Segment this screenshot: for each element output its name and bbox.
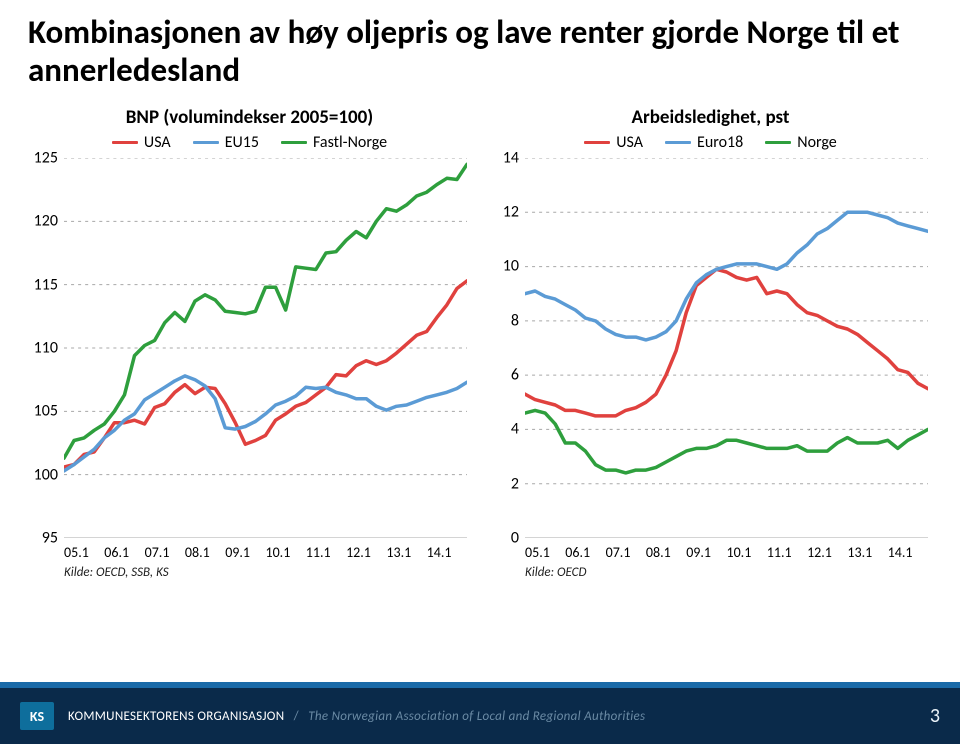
unemployment-chart-panel: Arbeidsledighet, pst USA Euro18 Norge 02… (485, 106, 936, 580)
y-tick-label: 120 (34, 212, 58, 231)
ks-logo: KS (20, 702, 54, 730)
x-tick-label: 09.1 (686, 544, 726, 561)
charts-row: BNP (volumindekser 2005=100) USA EU15 Fa… (0, 100, 960, 580)
bnp-legend: USA EU15 Fastl-Norge (24, 133, 475, 152)
bnp-x-axis-labels: 05.106.107.108.109.110.111.112.113.114.1 (64, 544, 467, 561)
bnp-plot: 95100105110115120125 (64, 158, 467, 538)
footer-org-name: KOMMUNESEKTORENS ORGANISASJON (68, 709, 284, 724)
legend-item-fastlnorge: Fastl-Norge (281, 133, 387, 152)
legend-label: Euro18 (697, 133, 743, 152)
x-tick-label: 06.1 (104, 544, 144, 561)
x-tick-label: 11.1 (767, 544, 807, 561)
y-tick-label: 105 (34, 402, 58, 421)
unemployment-source: Kilde: OECD (525, 565, 936, 580)
x-tick-label: 05.1 (525, 544, 565, 561)
page-number: 3 (930, 704, 940, 728)
y-tick-label: 4 (511, 420, 519, 439)
bnp-y-axis-labels: 95100105110115120125 (24, 158, 60, 538)
x-tick-label: 08.1 (185, 544, 225, 561)
unemployment-y-axis-labels: 02468101214 (485, 158, 521, 538)
legend-label: EU15 (225, 133, 259, 152)
legend-swatch (281, 141, 307, 144)
unemployment-chart-title: Arbeidsledighet, pst (485, 106, 936, 129)
x-tick-label: 08.1 (646, 544, 686, 561)
legend-item-norge: Norge (765, 133, 836, 152)
footer-org-sub: The Norwegian Association of Local and R… (308, 709, 645, 724)
y-tick-label: 100 (34, 465, 58, 484)
unemployment-x-axis-labels: 05.106.107.108.109.110.111.112.113.114.1 (525, 544, 928, 561)
y-tick-label: 110 (34, 338, 58, 357)
legend-swatch (193, 141, 219, 144)
x-tick-label: 13.1 (847, 544, 887, 561)
bnp-source: Kilde: OECD, SSB, KS (64, 565, 475, 580)
x-tick-label: 05.1 (64, 544, 104, 561)
x-tick-label: 12.1 (807, 544, 847, 561)
legend-label: USA (144, 133, 171, 152)
footer-text: KOMMUNESEKTORENS ORGANISASJON / The Norw… (68, 709, 645, 724)
y-tick-label: 12 (503, 203, 519, 222)
unemployment-legend: USA Euro18 Norge (485, 133, 936, 152)
legend-item-usa: USA (112, 133, 171, 152)
legend-swatch (765, 141, 791, 144)
legend-item-euro18: Euro18 (665, 133, 743, 152)
x-tick-label: 13.1 (386, 544, 426, 561)
y-tick-label: 10 (503, 257, 519, 276)
y-tick-label: 14 (503, 148, 519, 167)
legend-swatch (584, 141, 610, 144)
slide-title: Kombinasjonen av høy oljepris og lave re… (0, 0, 960, 100)
y-tick-label: 125 (34, 148, 58, 167)
x-tick-label: 09.1 (225, 544, 265, 561)
y-tick-label: 6 (511, 366, 519, 385)
x-tick-label: 06.1 (565, 544, 605, 561)
footer-separator: / (294, 709, 299, 724)
y-tick-label: 2 (511, 474, 519, 493)
x-tick-label: 11.1 (306, 544, 346, 561)
y-tick-label: 115 (34, 275, 58, 294)
x-tick-label: 14.1 (888, 544, 928, 561)
x-tick-label: 10.1 (265, 544, 305, 561)
x-tick-label: 12.1 (346, 544, 386, 561)
legend-swatch (112, 141, 138, 144)
y-tick-label: 8 (511, 311, 519, 330)
legend-swatch (665, 141, 691, 144)
y-tick-label: 95 (42, 528, 58, 547)
footer-bar: KS KOMMUNESEKTORENS ORGANISASJON / The N… (0, 688, 960, 744)
legend-item-usa: USA (584, 133, 643, 152)
y-tick-label: 0 (511, 528, 519, 547)
bnp-chart-title: BNP (volumindekser 2005=100) (24, 106, 475, 129)
legend-item-eu15: EU15 (193, 133, 259, 152)
x-tick-label: 07.1 (145, 544, 185, 561)
legend-label: Norge (797, 133, 836, 152)
x-tick-label: 14.1 (427, 544, 467, 561)
x-tick-label: 07.1 (606, 544, 646, 561)
legend-label: USA (616, 133, 643, 152)
unemployment-plot: 02468101214 (525, 158, 928, 538)
legend-label: Fastl-Norge (313, 133, 387, 152)
x-tick-label: 10.1 (726, 544, 766, 561)
bnp-chart-panel: BNP (volumindekser 2005=100) USA EU15 Fa… (24, 106, 475, 580)
